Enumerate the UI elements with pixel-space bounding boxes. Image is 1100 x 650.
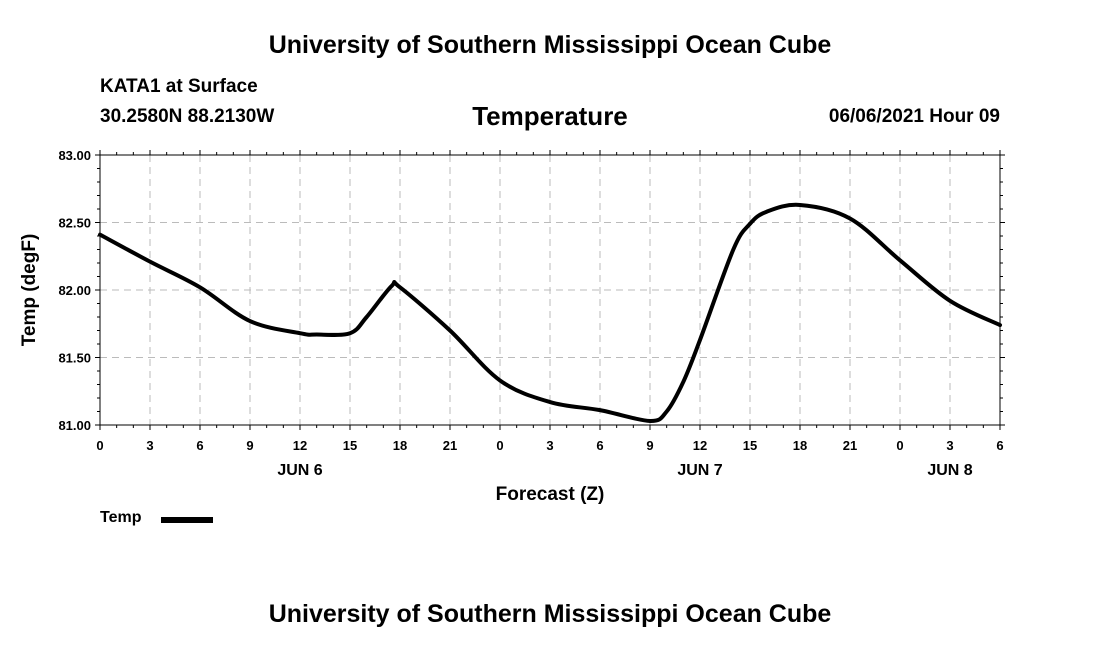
footer-title: University of Southern Mississippi Ocean…: [268, 600, 832, 628]
x-tick-label: 3: [946, 438, 953, 453]
x-tick-label: 15: [743, 438, 757, 453]
grid-lines: [100, 155, 1000, 425]
y-axis-tick-labels: 81.00 81.50 82.00 82.50 83.00: [58, 148, 91, 433]
y-tick-label: 83.00: [58, 148, 91, 163]
series-line-temp: [98, 202, 1002, 423]
station-label: KATA1 at Surface: [100, 76, 258, 97]
date-label: JUN 7: [677, 462, 722, 479]
legend-swatch: [161, 517, 213, 523]
x-tick-label: 9: [246, 438, 253, 453]
forecast-datetime: 06/06/2021 Hour 09: [828, 106, 1000, 127]
page-title: University of Southern Mississippi Ocean…: [268, 31, 832, 59]
x-tick-label: 6: [596, 438, 603, 453]
x-tick-label: 12: [693, 438, 707, 453]
y-tick-label: 82.00: [58, 283, 91, 298]
x-tick-label: 3: [546, 438, 553, 453]
x-tick-label: 0: [896, 438, 903, 453]
x-tick-label: 9: [646, 438, 653, 453]
y-tick-label: 81.00: [58, 418, 91, 433]
x-axis-tick-labels: 0 3 6 9 12 15 18 21 0 3 6 9 12 15 18 21 0 3 6: [96, 438, 1003, 453]
chart-title: Temperature: [472, 101, 628, 131]
x-tick-label: 15: [343, 438, 357, 453]
y-tick-label: 82.50: [58, 216, 91, 231]
x-axis-label: Forecast (Z): [496, 484, 605, 505]
legend-label: Temp: [100, 509, 142, 526]
x-tick-label: 6: [196, 438, 203, 453]
x-tick-label: 21: [843, 438, 857, 453]
y-axis-label: Temp (degF): [19, 234, 40, 347]
date-label: JUN 8: [927, 462, 972, 479]
x-tick-label: 0: [96, 438, 103, 453]
x-tick-label: 12: [293, 438, 307, 453]
x-tick-label: 18: [793, 438, 807, 453]
x-tick-label: 21: [443, 438, 457, 453]
axis-ticks: [95, 150, 1005, 430]
x-tick-label: 6: [996, 438, 1003, 453]
x-tick-label: 0: [496, 438, 503, 453]
y-tick-label: 81.50: [58, 351, 91, 366]
series-group: [98, 202, 1002, 423]
station-coordinates: 30.2580N 88.2130W: [100, 106, 275, 127]
date-label: JUN 6: [277, 462, 322, 479]
date-labels: JUN 6 JUN 7 JUN 8: [277, 462, 972, 479]
x-tick-label: 18: [393, 438, 407, 453]
x-tick-label: 3: [146, 438, 153, 453]
